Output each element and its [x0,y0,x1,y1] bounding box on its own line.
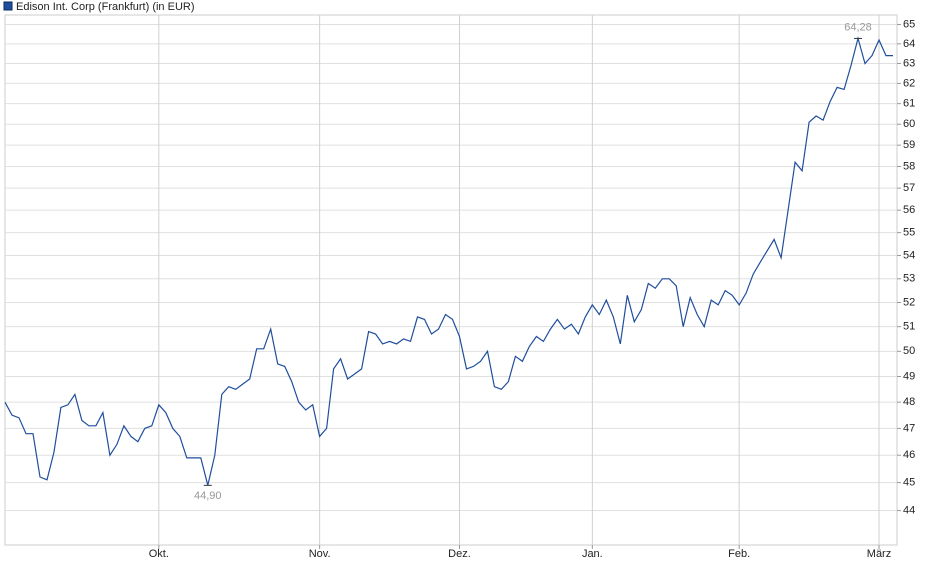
legend-swatch [3,1,13,11]
x-tick-label: Jan. [582,548,603,560]
y-tick-label: 61 [903,98,915,110]
y-tick-label: 63 [903,57,915,69]
y-tick-label: 44 [903,504,915,516]
y-tick-label: 54 [903,249,915,261]
x-tick-label: Feb. [728,548,750,560]
y-tick-label: 53 [903,273,915,285]
y-tick-label: 60 [903,118,915,130]
price-line [4,36,893,486]
y-tick-label: 49 [903,370,915,382]
x-tick-label: März [867,548,891,560]
y-tick-label: 57 [903,182,915,194]
x-tick-label: Dez. [448,548,471,560]
y-tick-label: 58 [903,160,915,172]
y-tick-label: 46 [903,449,915,461]
y-tick-label: 64 [903,38,915,50]
y-tick-label: 48 [903,396,915,408]
x-tick-label: Okt. [149,548,169,560]
legend-label: Edison Int. Corp (Frankfurt) (in EUR) [16,1,195,13]
y-tick-label: 59 [903,139,915,151]
extreme-label: 64,28 [844,21,872,33]
x-tick-label: Nov. [309,548,331,560]
y-tick-label: 45 [903,476,915,488]
y-tick-label: 65 [903,18,915,30]
y-tick-label: 50 [903,345,915,357]
y-tick-label: 51 [903,321,915,333]
y-tick-label: 56 [903,204,915,216]
extreme-label: 44,90 [194,490,222,502]
y-tick-label: 52 [903,296,915,308]
y-tick-label: 47 [903,422,915,434]
plot-frame [4,14,898,546]
y-tick-label: 55 [903,227,915,239]
y-tick-label: 62 [903,77,915,89]
